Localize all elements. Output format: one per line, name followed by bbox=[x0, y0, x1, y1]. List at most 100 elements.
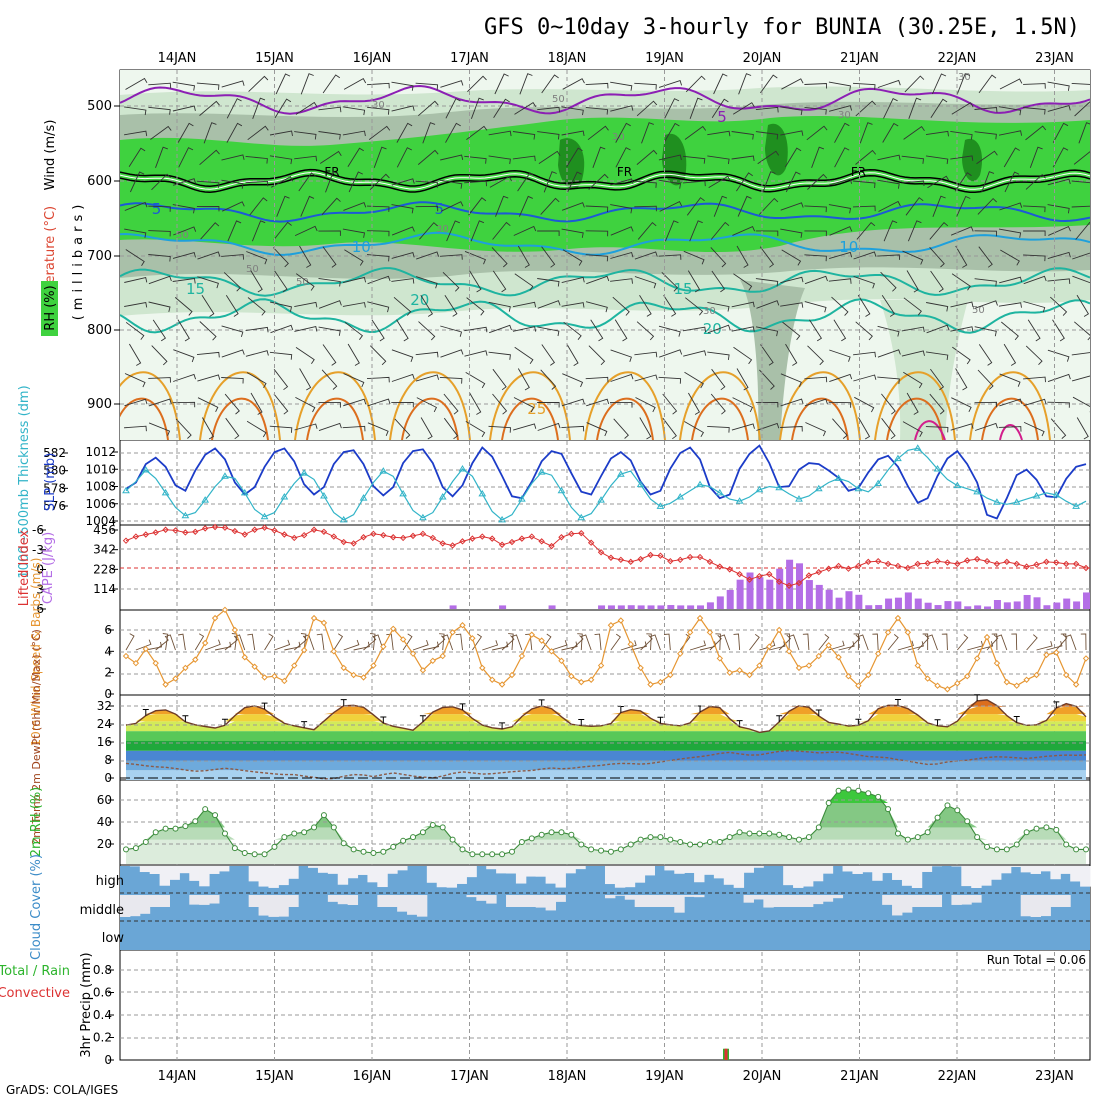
precip-panel: 0.8 0.6 0.4 0.2 0 bbox=[93, 963, 1090, 1067]
wind-barb bbox=[585, 106, 609, 115]
ylabel-rh2m: 2m RH (%) bbox=[29, 787, 44, 858]
wind-speed-marker bbox=[677, 650, 684, 657]
wind-barb bbox=[903, 371, 923, 389]
surface-wind-barb bbox=[577, 633, 583, 651]
cloud-high-gap bbox=[199, 866, 210, 887]
cloud-high-gap bbox=[377, 866, 388, 888]
cloud-mid-gap bbox=[258, 895, 269, 916]
cloud-mid-gap bbox=[120, 895, 131, 917]
wind-barb bbox=[541, 344, 556, 366]
wind-barb bbox=[689, 97, 703, 119]
temp-color-band bbox=[126, 750, 1086, 761]
contour-label: 10 bbox=[352, 238, 371, 256]
rh2m-marker bbox=[845, 786, 852, 793]
cloud-mid-gap bbox=[674, 895, 685, 913]
rh2m-marker bbox=[182, 823, 189, 830]
wind-barb bbox=[489, 324, 512, 334]
ylabel-precip-conv: Convective bbox=[0, 986, 70, 1001]
cloud-high-gap bbox=[991, 866, 1002, 880]
wind-barb bbox=[780, 202, 804, 211]
thickness-marker bbox=[854, 484, 863, 492]
wind-barb bbox=[1029, 146, 1043, 168]
wind-barb bbox=[561, 398, 585, 407]
lifted-index-marker bbox=[775, 578, 783, 585]
cape-bar bbox=[855, 594, 863, 609]
rh2m-marker bbox=[815, 824, 822, 831]
cloud-high-gap bbox=[605, 866, 616, 885]
wind-barb bbox=[1023, 275, 1047, 285]
wind-barb bbox=[588, 173, 609, 190]
axis-tick-label: 40 bbox=[97, 815, 112, 829]
date-label-top: 14JAN bbox=[158, 51, 197, 66]
wind-barb bbox=[199, 100, 220, 116]
ylabel-temp-dewpt: 2m Temp 2m DewPt (6hr Min/Max) (°C) bbox=[30, 629, 43, 845]
surface-wind-barb bbox=[610, 633, 621, 651]
wind-barb bbox=[805, 422, 826, 437]
lifted-index-marker bbox=[399, 534, 407, 542]
lifted-index-marker bbox=[1013, 560, 1020, 568]
surface-wind-barb bbox=[1060, 633, 1067, 651]
wind-barb bbox=[733, 346, 753, 365]
surface-wind-barb bbox=[125, 633, 135, 651]
cloud-high-gap bbox=[248, 866, 260, 882]
cloud-mid-gap bbox=[466, 895, 477, 898]
wind-barb bbox=[488, 155, 511, 165]
wind-speed-marker bbox=[874, 650, 882, 657]
wind-speed-panel: 6 4 2 0 bbox=[104, 606, 1090, 701]
cloud-mid-gap bbox=[694, 895, 705, 898]
wind-barb bbox=[172, 252, 196, 259]
cape-bar bbox=[449, 605, 457, 609]
wind-barb bbox=[466, 125, 488, 140]
wind-speed-marker bbox=[904, 629, 912, 636]
lifted-index-marker bbox=[271, 527, 278, 534]
wind-barb bbox=[518, 195, 533, 217]
wind-barb bbox=[999, 276, 1023, 284]
cloud-high-gap bbox=[961, 866, 972, 887]
wind-barb bbox=[853, 374, 877, 382]
lifted-index-marker bbox=[479, 533, 486, 540]
lifted-index-marker bbox=[726, 566, 733, 573]
cape-bar bbox=[924, 602, 932, 609]
contour-orange-lobe bbox=[969, 371, 1051, 440]
wind-barb bbox=[367, 275, 391, 285]
wind-speed-marker bbox=[686, 629, 694, 636]
wind-barb bbox=[756, 300, 780, 309]
thickness-marker bbox=[656, 502, 665, 509]
wind-speed-marker bbox=[538, 637, 545, 644]
axis-tick-label: 0 bbox=[104, 771, 112, 785]
wind-barb bbox=[1072, 252, 1090, 260]
wind-barb bbox=[610, 204, 633, 214]
wind-barb bbox=[804, 106, 827, 115]
rh2m-marker bbox=[489, 851, 496, 858]
wind-barb bbox=[881, 393, 896, 415]
wind-barb bbox=[366, 376, 390, 383]
wind-barb bbox=[298, 172, 316, 192]
lifted-index-marker bbox=[449, 542, 456, 549]
wind-barb bbox=[658, 179, 682, 189]
axis-tick-label: 4 bbox=[104, 644, 112, 658]
cloud-high-gap bbox=[634, 866, 646, 883]
wind-barb bbox=[688, 392, 701, 415]
wind-barb bbox=[563, 321, 582, 340]
wind-barb bbox=[829, 349, 851, 362]
wind-speed-marker bbox=[251, 663, 258, 670]
wind-barb bbox=[906, 270, 919, 293]
wind-barb bbox=[537, 300, 561, 309]
wind-barb bbox=[925, 130, 949, 137]
wind-barb bbox=[418, 321, 436, 341]
rh2m-marker bbox=[1083, 846, 1089, 853]
wind-barb bbox=[811, 146, 825, 168]
thickness-marker bbox=[419, 513, 427, 521]
date-label-top: 18JAN bbox=[548, 51, 587, 66]
wind-speed-marker bbox=[548, 648, 555, 655]
contour-orange-lobe bbox=[389, 371, 471, 440]
wind-speed-marker bbox=[607, 622, 615, 629]
wind-barb bbox=[512, 155, 536, 162]
cloud-mid-gap bbox=[882, 895, 893, 905]
lifted-index-marker bbox=[409, 532, 417, 540]
wind-speed-marker bbox=[201, 639, 209, 647]
rh2m-marker bbox=[301, 829, 308, 836]
wind-speed-marker bbox=[924, 675, 931, 682]
contour-label: 20 bbox=[410, 291, 429, 309]
wind-barb bbox=[639, 417, 652, 440]
